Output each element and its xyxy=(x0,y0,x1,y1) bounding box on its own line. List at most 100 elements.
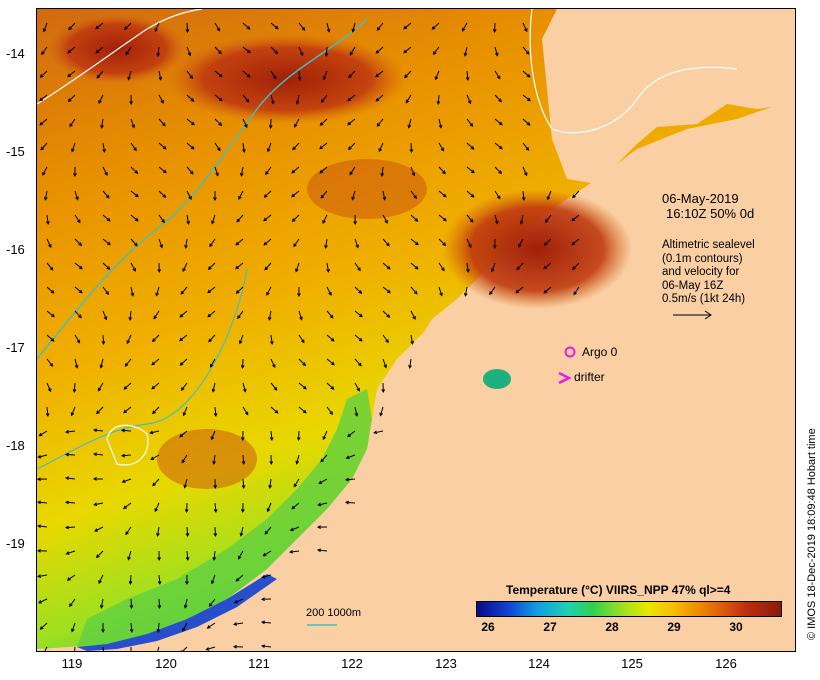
land-northeast xyxy=(542,9,795,184)
velocity-arrow xyxy=(382,262,391,270)
velocity-arrow xyxy=(74,310,82,319)
velocity-arrow xyxy=(263,214,272,222)
velocity-arrow xyxy=(268,478,272,489)
velocity-arrow xyxy=(466,190,475,198)
velocity-arrow xyxy=(96,406,104,415)
velocity-arrow xyxy=(345,477,356,482)
velocity-arrow xyxy=(261,574,272,579)
velocity-arrow xyxy=(74,358,79,369)
velocity-arrow xyxy=(212,454,216,465)
colorbar-title: Temperature (°C) VIIRS_NPP 47% ql>=4 xyxy=(506,583,731,597)
velocity-arrow xyxy=(210,358,216,368)
velocity-arrow xyxy=(158,70,163,81)
velocity-arrow xyxy=(102,238,111,246)
velocity-arrow xyxy=(317,548,328,553)
velocity-arrow xyxy=(208,334,216,343)
cold-edge xyxy=(77,574,277,651)
velocity-arrow xyxy=(158,142,167,150)
velocity-arrow xyxy=(46,262,54,271)
velocity-arrow xyxy=(157,646,160,651)
velocity-arrow xyxy=(347,142,356,151)
velocity-arrow xyxy=(298,382,307,390)
velocity-arrow xyxy=(326,262,330,273)
velocity-arrow xyxy=(266,286,272,296)
altimetry-line-5: 0.5m/s (1kt 24h) xyxy=(662,293,746,305)
velocity-arrow xyxy=(186,214,190,225)
velocity-arrow xyxy=(242,142,246,153)
velocity-arrow xyxy=(263,238,272,246)
velocity-arrow xyxy=(241,478,246,490)
velocity-arrow xyxy=(235,238,244,246)
velocity-arrow xyxy=(438,214,447,222)
velocity-arrow xyxy=(39,94,48,102)
velocity-arrow xyxy=(410,166,416,177)
velocity-arrow xyxy=(409,142,414,154)
lon-label-119: 119 xyxy=(61,656,83,671)
velocity-arrow xyxy=(129,622,134,633)
velocity-arrow xyxy=(463,286,468,297)
velocity-arrow xyxy=(438,142,445,152)
velocity-arrow xyxy=(494,70,501,80)
velocity-arrow xyxy=(123,382,132,390)
velocity-arrow xyxy=(324,238,328,249)
velocity-arrow xyxy=(210,430,216,441)
velocity-arrow xyxy=(37,500,48,505)
velocity-arrow xyxy=(354,406,359,417)
velocity-arrow xyxy=(238,550,244,560)
velocity-arrow xyxy=(269,430,274,441)
velocity-arrow xyxy=(378,142,384,153)
velocity-arrow xyxy=(382,190,387,201)
velocity-arrow xyxy=(64,500,76,505)
velocity-arrow xyxy=(382,334,389,344)
velocity-arrow xyxy=(242,22,251,30)
velocity-arrow xyxy=(571,262,580,271)
velocity-arrow xyxy=(212,550,217,561)
velocity-arrow xyxy=(46,310,55,318)
velocity-arrow xyxy=(242,70,251,78)
velocity-arrow xyxy=(93,452,104,457)
velocity-arrow xyxy=(295,262,300,273)
velocity-arrow xyxy=(382,214,388,224)
velocity-arrow xyxy=(291,166,300,174)
colorbar-tick-26: 26 xyxy=(481,620,495,634)
velocity-arrow xyxy=(490,262,496,273)
velocity-arrow xyxy=(270,358,276,369)
velocity-arrow xyxy=(93,428,104,433)
velocity-arrow xyxy=(39,118,48,126)
velocity-arrow xyxy=(466,166,475,174)
velocity-arrow xyxy=(522,166,528,177)
velocity-arrow xyxy=(297,286,301,298)
velocity-arrow xyxy=(184,502,189,514)
velocity-arrow xyxy=(298,358,307,367)
velocity-arrow xyxy=(466,238,472,249)
velocity-arrow xyxy=(149,430,160,435)
velocity-arrow xyxy=(37,477,48,482)
lon-label-121: 121 xyxy=(248,656,270,671)
velocity-arrow xyxy=(242,406,249,416)
velocity-arrow xyxy=(353,214,358,226)
velocity-arrow xyxy=(354,334,363,342)
velocity-arrow xyxy=(270,406,279,414)
altimetry-line-2: (0.1m contours) xyxy=(662,252,743,265)
velocity-arrow xyxy=(41,46,48,56)
velocity-arrow xyxy=(242,46,251,54)
velocity-arrow xyxy=(74,238,83,247)
velocity-arrow xyxy=(320,454,328,463)
velocity-arrow xyxy=(179,334,188,342)
sst-map-canvas xyxy=(37,9,795,651)
velocity-arrow xyxy=(96,70,104,79)
velocity-arrow xyxy=(39,622,48,630)
lon-label-120: 120 xyxy=(155,656,177,671)
velocity-arrow xyxy=(522,46,530,55)
velocity-arrow xyxy=(438,166,446,175)
velocity-arrow xyxy=(262,550,272,557)
velocity-arrow xyxy=(375,70,384,78)
velocity-arrow xyxy=(102,286,110,296)
velocity-arrow xyxy=(492,238,497,250)
velocity-arrow xyxy=(438,190,447,198)
velocity-arrow xyxy=(410,214,419,222)
lon-label-124: 124 xyxy=(528,656,550,671)
velocity-arrow xyxy=(544,214,552,224)
velocity-arrow xyxy=(120,453,132,458)
velocity-arrow xyxy=(214,142,221,152)
